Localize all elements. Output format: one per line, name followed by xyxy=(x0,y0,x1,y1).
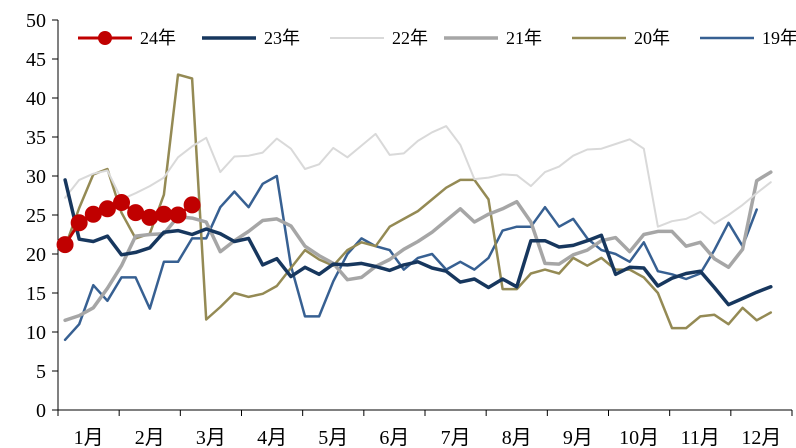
x-tick-label: 9月 xyxy=(563,427,593,448)
data-point xyxy=(169,206,187,224)
series-23年 xyxy=(63,178,773,307)
x-tick-label: 4月 xyxy=(257,427,287,448)
data-point xyxy=(155,205,173,223)
y-tick-label: 30 xyxy=(26,166,46,188)
y-tick-label: 45 xyxy=(26,49,46,71)
series-20年 xyxy=(63,73,773,330)
y-tick-label: 0 xyxy=(36,400,46,422)
data-point xyxy=(127,204,145,222)
series-24年 xyxy=(56,194,201,254)
legend-label: 22年 xyxy=(392,28,428,48)
x-axis: 1月 2月 3月 4月 5月 6月 7月 8月 9月 10月 11月 12月 xyxy=(57,409,793,448)
y-tick-label: 20 xyxy=(26,244,46,266)
x-tick-label: 12月 xyxy=(741,427,781,448)
x-tick-label: 8月 xyxy=(502,427,532,448)
x-tick-label: 7月 xyxy=(441,427,471,448)
y-tick-label: 40 xyxy=(26,88,46,110)
data-point xyxy=(113,194,131,212)
legend-item-23年: 23年 xyxy=(202,28,300,48)
series-line xyxy=(63,73,773,330)
data-point xyxy=(70,214,88,232)
x-tick-label: 6月 xyxy=(379,427,409,448)
data-point xyxy=(183,196,201,214)
legend-item-21年: 21年 xyxy=(444,28,542,48)
x-tick-label: 11月 xyxy=(681,427,720,448)
legend-marker xyxy=(98,31,112,45)
legend-label: 24年 xyxy=(140,28,176,48)
legend-item-22年: 22年 xyxy=(330,28,428,48)
y-axis: 0 5 10 15 20 25 30 35 40 45 50 xyxy=(26,10,59,422)
x-tick-label: 3月 xyxy=(196,427,226,448)
data-point xyxy=(98,200,116,218)
y-tick-label: 10 xyxy=(26,322,46,344)
data-point xyxy=(84,205,102,223)
y-tick-label: 35 xyxy=(26,127,46,149)
series-22年 xyxy=(64,125,772,228)
legend-item-24年: 24年 xyxy=(78,28,176,48)
series-layer xyxy=(56,73,773,342)
y-tick-label: 15 xyxy=(26,283,46,305)
legend-label: 20年 xyxy=(634,28,670,48)
legend-label: 23年 xyxy=(264,28,300,48)
x-tick-label: 1月 xyxy=(74,427,104,448)
series-line xyxy=(63,178,773,307)
series-21年 xyxy=(63,170,773,323)
series-line xyxy=(64,125,772,228)
data-point xyxy=(56,236,74,254)
legend: 24年 23年 22年 21年 20年 19年 xyxy=(78,28,796,48)
x-tick-label: 10月 xyxy=(619,427,659,448)
legend-label: 21年 xyxy=(506,28,542,48)
y-tick-label: 25 xyxy=(26,205,46,227)
y-tick-label: 50 xyxy=(26,10,46,32)
x-tick-label: 5月 xyxy=(318,427,348,448)
x-tick-label: 2月 xyxy=(135,427,165,448)
data-point xyxy=(141,208,159,226)
legend-item-20年: 20年 xyxy=(572,28,670,48)
legend-item-19年: 19年 xyxy=(700,28,796,48)
series-line xyxy=(63,170,773,323)
legend-label: 19年 xyxy=(762,28,796,48)
y-tick-label: 5 xyxy=(36,361,46,383)
